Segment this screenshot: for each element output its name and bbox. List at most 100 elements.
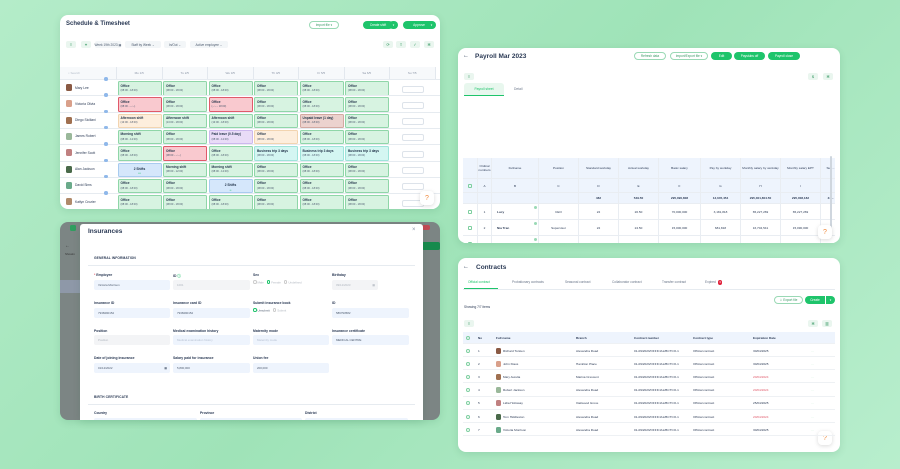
certificate-field[interactable]: MEDICAL CENTRE: [332, 335, 409, 345]
shift-cell[interactable]: Office (--:-- - 18:00): [208, 97, 253, 112]
more-actions-icon[interactable]: ···: [811, 361, 815, 366]
radio-submit[interactable]: Submit: [272, 308, 286, 313]
row-checkbox[interactable]: [463, 179, 477, 192]
more-actions-icon[interactable]: ···: [811, 374, 815, 379]
shift-cell[interactable]: Office (08:00 - 18:00): [163, 81, 207, 96]
employee-name[interactable]: Victoria Olivia: [66, 100, 95, 108]
row-checkbox[interactable]: [466, 370, 470, 383]
shift-cell[interactable]: Office (08:00 - 18:00): [299, 195, 344, 209]
employee-name[interactable]: Jennifer Scott: [66, 149, 95, 157]
table-row[interactable]: 7 Victoria Morrison Alexandra Road 01-09/20…: [463, 423, 835, 437]
row-checkbox[interactable]: [466, 344, 470, 357]
add-shift-button[interactable]: [401, 167, 424, 174]
add-shift-cell[interactable]: [390, 162, 435, 177]
shift-cell[interactable]: Office (08:00 - 18:00): [299, 129, 344, 145]
help-button[interactable]: ?: [420, 191, 434, 205]
employee-name[interactable]: Mary Lee: [66, 84, 89, 91]
more-actions-icon[interactable]: ···: [811, 414, 815, 419]
add-shift-button[interactable]: [401, 183, 424, 191]
approve-dropdown-icon[interactable]: ▾: [427, 21, 436, 29]
row-checkbox[interactable]: [466, 397, 470, 410]
sex-radio-group[interactable]: Male Female Undefined: [253, 280, 302, 285]
shift-cell[interactable]: Office (08:00 - 18:00): [163, 178, 207, 194]
filter-icon[interactable]: ≡: [66, 41, 76, 48]
tab-seasonal-contract[interactable]: Seasonal contract: [565, 280, 591, 284]
shift-cell[interactable]: Office (08:00 - 18:00): [117, 146, 162, 161]
employee-name[interactable]: Alan Jackson: [66, 165, 95, 173]
tab-payroll-sheet[interactable]: Payroll sheet: [464, 83, 504, 96]
settings-icon[interactable]: ✻: [424, 41, 434, 48]
shift-cell[interactable]: Office (08:00 - 18:00): [345, 178, 389, 194]
more-actions-icon[interactable]: ···: [811, 401, 815, 406]
add-shift-cell[interactable]: [390, 146, 435, 161]
shift-cell[interactable]: Unpaid leave (1 day) (08:00 - 18:00): [299, 113, 344, 129]
district-field[interactable]: [305, 418, 408, 420]
shift-cell[interactable]: Morning shift (08:00 - 12:00): [117, 129, 162, 145]
shift-cell[interactable]: Afternoon shift (13:00 - 18:00): [208, 113, 253, 129]
add-shift-button[interactable]: [401, 85, 424, 93]
table-row[interactable]: 5 Lidia Holloway Oakwood Grove 01-09/2023/O…: [463, 397, 835, 410]
pin-icon[interactable]: ⌖: [81, 41, 91, 48]
province-field[interactable]: [200, 418, 302, 420]
payroll-button-3[interactable]: Paystubs off: [734, 52, 765, 60]
approve-button[interactable]: Approve: [403, 21, 435, 29]
shift-cell[interactable]: 2 Shifts •••: [117, 162, 162, 177]
join-date-field[interactable]: 01/12/2022 ▦: [94, 363, 170, 373]
create-button[interactable]: Create: [805, 296, 825, 304]
employee-name[interactable]: James Robert: [66, 132, 96, 140]
shift-cell[interactable]: Afternoon shift (13:00 - 18:00): [117, 113, 162, 129]
more-actions-icon[interactable]: ···: [811, 388, 815, 393]
shift-cell[interactable]: Office (08:00 - 18:00): [163, 195, 207, 209]
shift-cell[interactable]: 2 Shifts ••: [208, 178, 253, 194]
shift-cell[interactable]: Office (08:00 - 18:00): [345, 81, 389, 96]
shift-cell[interactable]: Business trip 3 days (08:00 - 18:00): [345, 146, 389, 161]
export-file-button[interactable]: ⇩ Export file: [774, 296, 803, 304]
shift-cell[interactable]: Office (08:00 - 18:00): [208, 81, 253, 96]
add-shift-button[interactable]: [401, 134, 424, 142]
more-actions-icon[interactable]: ···: [811, 427, 815, 432]
shift-cell[interactable]: Office (08:00 - 18:00): [345, 97, 389, 112]
filter-3[interactable]: Active employee ⌄: [190, 41, 228, 48]
scrollbar[interactable]: [830, 156, 832, 231]
shift-cell[interactable]: Office (08:00 - 18:00): [345, 162, 389, 177]
row-checkbox[interactable]: [463, 193, 477, 203]
add-shift-button[interactable]: [401, 118, 424, 126]
payroll-button-0[interactable]: Refresh data: [634, 52, 666, 60]
shift-cell[interactable]: Office (08:00 - 18:00): [345, 113, 389, 129]
payroll-button-2[interactable]: Edit: [711, 52, 732, 60]
shift-cell[interactable]: Office (08:00 - 18:00): [254, 81, 298, 96]
shift-cell[interactable]: Office (08:00 - 18:00): [254, 178, 298, 194]
help-button[interactable]: ?: [818, 431, 832, 445]
currency-icon[interactable]: $: [808, 73, 818, 80]
radio-female[interactable]: Female: [266, 280, 281, 285]
add-shift-cell[interactable]: [390, 113, 435, 129]
employee-field[interactable]: Victoria Morrison: [94, 280, 170, 290]
shift-cell[interactable]: Office (08:00 - 18:00): [254, 113, 298, 129]
radio-unsubmit[interactable]: Unsubmit: [253, 308, 270, 313]
shift-cell[interactable]: Office (08:00 - 18:00): [299, 178, 344, 194]
select-all-checkbox[interactable]: [466, 332, 470, 344]
medical-field[interactable]: Medical examination history: [173, 335, 250, 345]
settings-icon[interactable]: ✻: [823, 73, 833, 80]
create-dropdown-icon[interactable]: ▾: [826, 296, 835, 304]
filter-0[interactable]: Week 19th 2023 ▦: [94, 41, 122, 48]
shift-cell[interactable]: Office (08:00 - 18:00): [299, 162, 344, 177]
filter-1[interactable]: Staff by Week ⌄: [125, 41, 161, 48]
shift-cell[interactable]: Office (08:00 - 18:00): [345, 195, 389, 209]
import-file-button[interactable]: Import file ▾: [309, 21, 339, 29]
row-checkbox[interactable]: [466, 357, 470, 370]
card-id-field[interactable]: 7938490152: [173, 308, 250, 318]
payroll-button-4[interactable]: Payroll close: [768, 52, 800, 60]
shift-cell[interactable]: Office (08:00 - 18:00): [117, 195, 162, 209]
table-row[interactable]: 1 Richard Torsten Alexandra Road 01-09/2023…: [463, 344, 835, 357]
shift-cell[interactable]: Office (08:00 - 18:00): [299, 97, 344, 112]
birthday-field[interactable]: 09/12/2023 ▦: [332, 280, 378, 290]
row-checkbox[interactable]: [466, 423, 470, 436]
shift-cell[interactable]: Morning shift (08:00 - 12:00): [163, 162, 207, 177]
shift-cell[interactable]: Office (08:00 - 18:00): [254, 162, 298, 177]
tab-expired[interactable]: Expired 3: [705, 280, 723, 285]
shift-cell[interactable]: Office (08:00 - 18:00): [163, 129, 207, 145]
back-arrow-icon[interactable]: ←: [463, 264, 469, 270]
add-shift-button[interactable]: [401, 101, 424, 109]
row-checkbox[interactable]: [466, 410, 470, 423]
